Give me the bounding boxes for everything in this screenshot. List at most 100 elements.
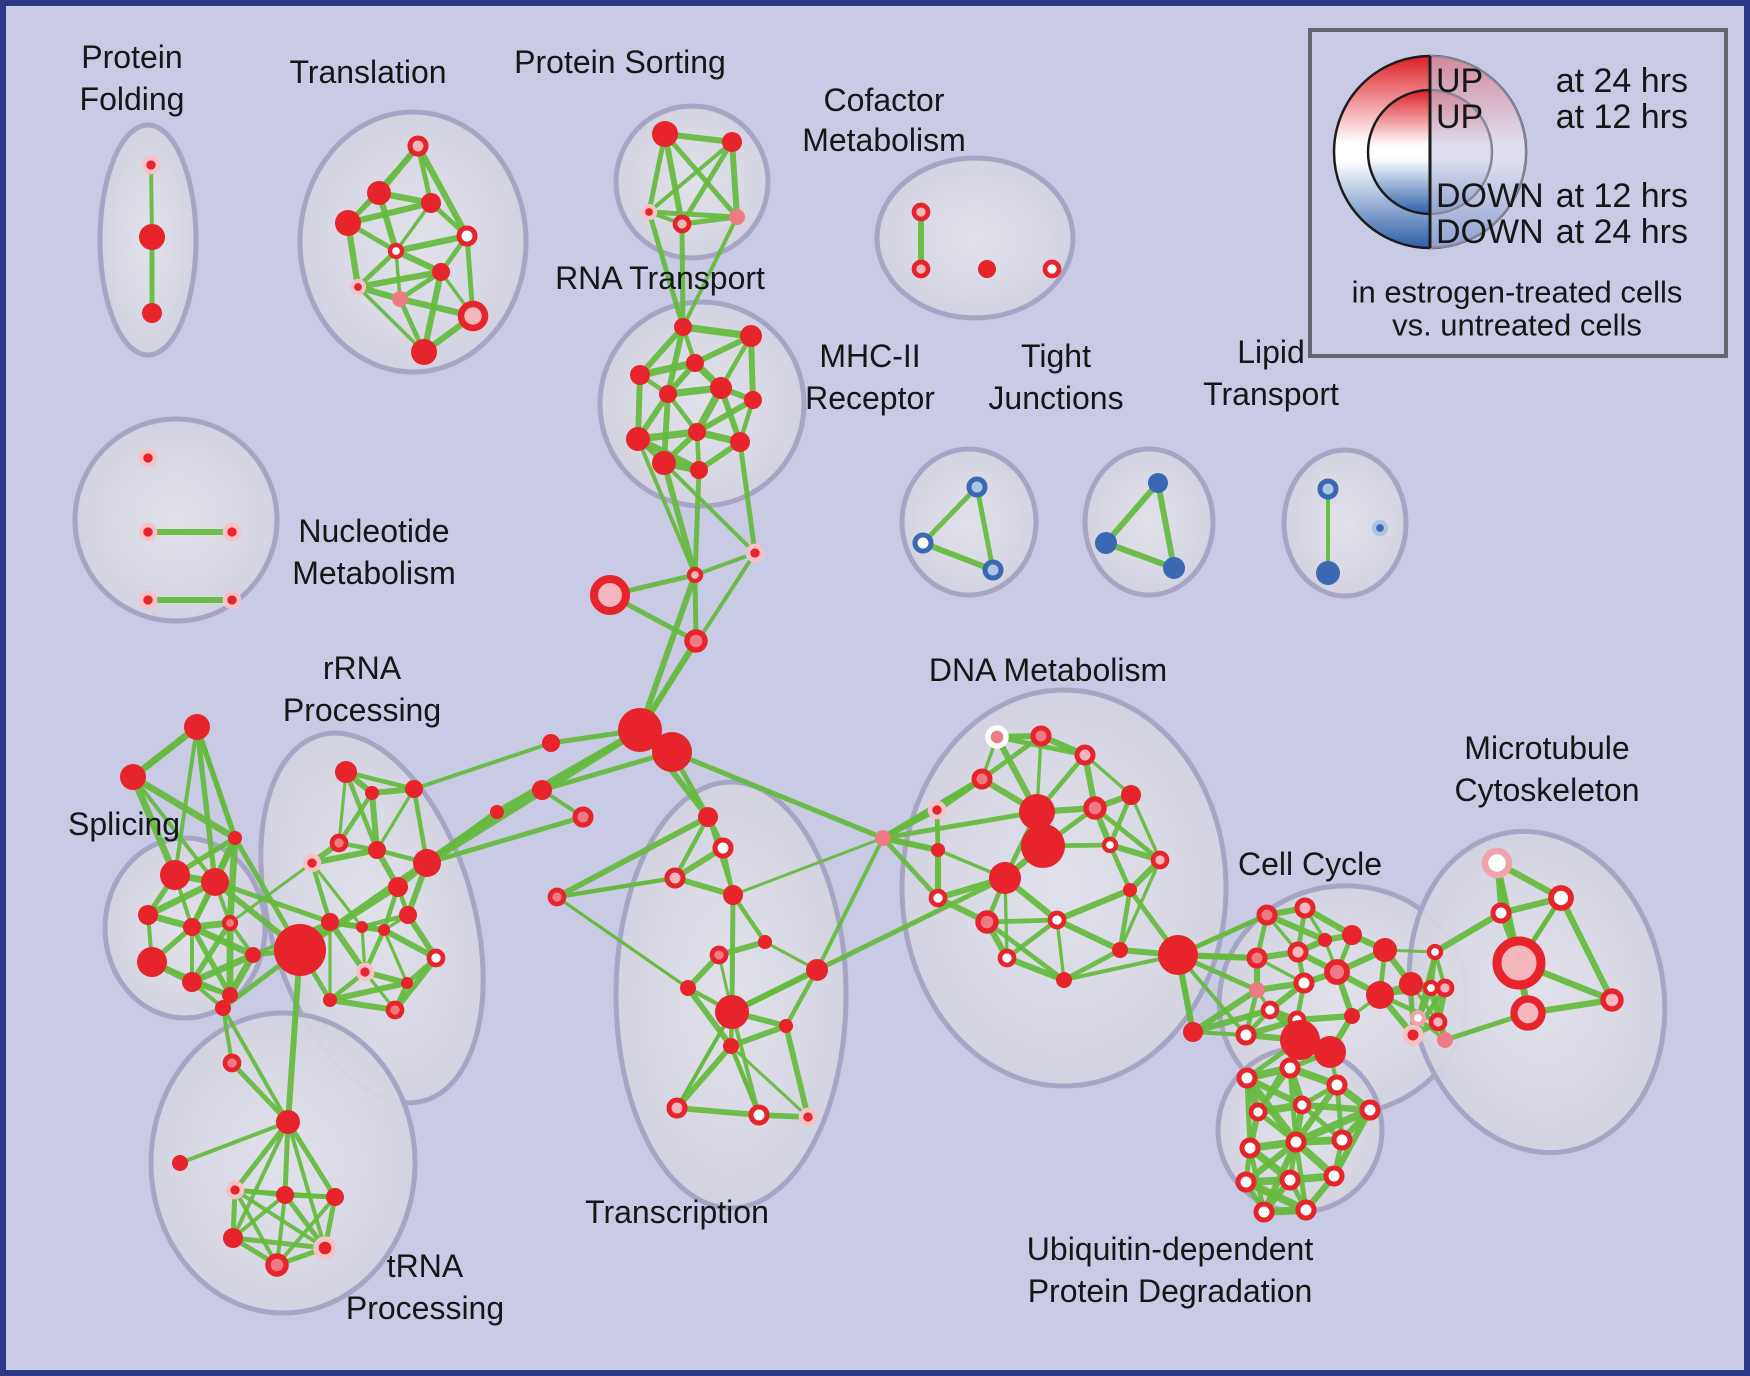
gene-node-cc-8[interactable] xyxy=(1373,938,1397,962)
gene-node-ub-7[interactable] xyxy=(1285,1131,1307,1153)
gene-node-mt-9[interactable] xyxy=(1437,1032,1453,1048)
gene-node-mt-4[interactable] xyxy=(1492,936,1546,990)
gene-node-cf-2[interactable] xyxy=(978,260,996,278)
gene-node-core-10[interactable] xyxy=(274,924,326,976)
gene-node-txn-5[interactable] xyxy=(758,935,772,949)
gene-node-tj-2[interactable] xyxy=(1163,557,1185,579)
gene-node-core-7[interactable] xyxy=(490,805,504,819)
gene-node-spl-8[interactable] xyxy=(222,987,238,1003)
gene-node-core-3[interactable] xyxy=(684,629,708,653)
gene-node-dna-4[interactable] xyxy=(971,768,993,790)
gene-node-nm-1[interactable] xyxy=(138,522,158,542)
gene-node-txn-13[interactable] xyxy=(748,1104,770,1126)
gene-node-tj-1[interactable] xyxy=(1095,532,1117,554)
gene-node-rrna-14[interactable] xyxy=(401,977,413,989)
gene-node-tr-4[interactable] xyxy=(456,225,478,247)
gene-node-dna-3[interactable] xyxy=(1074,744,1096,766)
gene-node-rna-0[interactable] xyxy=(674,318,692,336)
gene-node-mt-6[interactable] xyxy=(1409,1009,1427,1027)
gene-node-ub-12[interactable] xyxy=(1253,1201,1275,1223)
gene-node-rna-6[interactable] xyxy=(744,391,762,409)
gene-node-mt-1[interactable] xyxy=(1548,885,1574,911)
gene-node-rrna-5[interactable] xyxy=(368,841,386,859)
gene-node-cc-7[interactable] xyxy=(1342,925,1362,945)
gene-node-ub-11[interactable] xyxy=(1323,1165,1345,1187)
gene-node-cc-3[interactable] xyxy=(1294,897,1316,919)
gene-node-txn-3[interactable] xyxy=(723,885,743,905)
gene-node-cc-2[interactable] xyxy=(1256,904,1278,926)
gene-node-cc-22[interactable] xyxy=(1435,978,1455,998)
gene-node-ps-0[interactable] xyxy=(652,121,678,147)
gene-node-txn-11[interactable] xyxy=(723,1038,739,1054)
gene-node-trna-1[interactable] xyxy=(225,1180,245,1200)
gene-node-cc-4[interactable] xyxy=(1246,947,1268,969)
gene-node-dna-10[interactable] xyxy=(931,843,945,857)
gene-node-rrna-6[interactable] xyxy=(388,877,408,897)
gene-node-cc-9[interactable] xyxy=(1324,959,1350,985)
gene-node-spl-1[interactable] xyxy=(201,868,229,896)
gene-node-rrna-11[interactable] xyxy=(378,924,390,936)
gene-node-core-0[interactable] xyxy=(589,574,631,616)
gene-node-spl-5[interactable] xyxy=(137,947,167,977)
gene-node-rna-7[interactable] xyxy=(626,427,650,451)
gene-node-rna-11[interactable] xyxy=(690,461,708,479)
gene-node-ps-1[interactable] xyxy=(722,132,742,152)
gene-node-rrna-16[interactable] xyxy=(385,1000,405,1020)
gene-node-trna-0[interactable] xyxy=(276,1110,300,1134)
gene-node-cc-14[interactable] xyxy=(1260,1000,1280,1020)
gene-node-spl-11[interactable] xyxy=(228,831,242,845)
gene-node-ub-10[interactable] xyxy=(1279,1169,1301,1191)
gene-node-spl-7[interactable] xyxy=(245,947,261,963)
gene-node-spl-6[interactable] xyxy=(182,972,202,992)
gene-node-core-6[interactable] xyxy=(542,734,560,752)
gene-node-cc-1[interactable] xyxy=(1183,1022,1203,1042)
gene-node-trna-6[interactable] xyxy=(265,1253,289,1277)
gene-node-cc-13[interactable] xyxy=(1366,981,1394,1009)
gene-node-nm-2[interactable] xyxy=(222,522,242,542)
gene-node-core-1[interactable] xyxy=(686,566,704,584)
gene-node-tr-3[interactable] xyxy=(335,210,361,236)
gene-node-txn-0[interactable] xyxy=(698,807,718,827)
gene-node-cc-12[interactable] xyxy=(1399,972,1423,996)
gene-node-rrna-2[interactable] xyxy=(405,780,423,798)
gene-node-core-5[interactable] xyxy=(652,732,692,772)
gene-node-rna-4[interactable] xyxy=(710,377,732,399)
gene-node-dna-20[interactable] xyxy=(1056,972,1072,988)
gene-node-core-4[interactable] xyxy=(618,708,662,752)
gene-node-cc-10[interactable] xyxy=(1293,972,1315,994)
gene-node-trna-3[interactable] xyxy=(326,1188,344,1206)
gene-node-tr-10[interactable] xyxy=(411,339,437,365)
gene-node-dna-16[interactable] xyxy=(1123,883,1137,897)
gene-node-lt-1[interactable] xyxy=(1316,561,1340,585)
gene-node-dna-9[interactable] xyxy=(1021,824,1065,868)
gene-node-tr-1[interactable] xyxy=(367,181,391,205)
gene-node-ub-8[interactable] xyxy=(1331,1129,1353,1151)
gene-node-cc-11[interactable] xyxy=(1249,982,1265,998)
gene-node-tj-0[interactable] xyxy=(1148,473,1168,493)
gene-node-tr-8[interactable] xyxy=(392,291,408,307)
gene-node-ub-2[interactable] xyxy=(1326,1074,1348,1096)
gene-node-cc-0[interactable] xyxy=(1158,935,1198,975)
gene-node-rrna-0[interactable] xyxy=(335,761,357,783)
gene-node-mhc-0[interactable] xyxy=(966,476,988,498)
gene-node-rna-2[interactable] xyxy=(630,365,650,385)
gene-node-rna-9[interactable] xyxy=(730,432,750,452)
gene-node-txn-1[interactable] xyxy=(712,837,734,859)
gene-node-cf-0[interactable] xyxy=(911,202,931,222)
gene-node-dna-18[interactable] xyxy=(1112,942,1128,958)
gene-node-cc-20[interactable] xyxy=(1402,1024,1424,1046)
gene-node-ps-4[interactable] xyxy=(729,209,745,225)
gene-node-txn-4[interactable] xyxy=(547,887,567,907)
gene-node-ub-9[interactable] xyxy=(1235,1171,1257,1193)
gene-node-rrna-10[interactable] xyxy=(356,921,368,933)
gene-node-dna-15[interactable] xyxy=(975,910,999,934)
gene-node-rrna-7[interactable] xyxy=(413,849,441,877)
gene-node-dna-5[interactable] xyxy=(927,800,947,820)
gene-node-cc-6[interactable] xyxy=(1318,933,1332,947)
gene-node-cc-16[interactable] xyxy=(1235,1024,1257,1046)
gene-node-rna-5[interactable] xyxy=(659,385,677,403)
gene-node-dna-8[interactable] xyxy=(1019,794,1055,830)
gene-node-ub-6[interactable] xyxy=(1239,1137,1261,1159)
gene-node-rna-1[interactable] xyxy=(740,325,762,347)
gene-node-txn-9[interactable] xyxy=(715,995,749,1029)
